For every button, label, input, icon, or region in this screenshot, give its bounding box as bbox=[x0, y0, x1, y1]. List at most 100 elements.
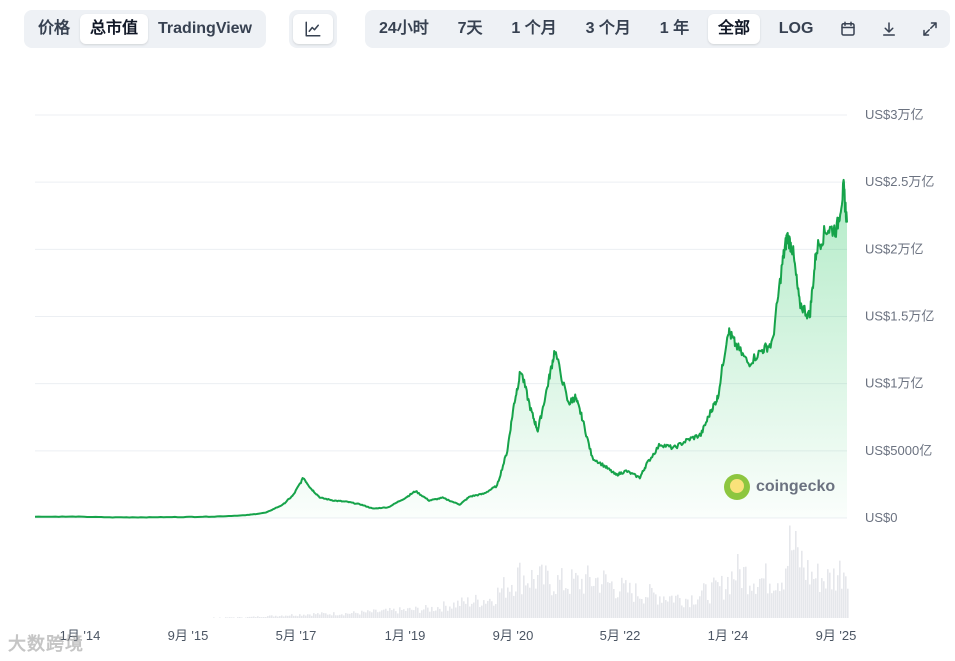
calendar-icon bbox=[841, 21, 856, 36]
volume-bar bbox=[753, 583, 755, 618]
volume-bar bbox=[517, 567, 519, 618]
volume-bar bbox=[699, 596, 701, 618]
volume-bar bbox=[751, 590, 753, 618]
metric-tab-group: 价格 总市值 TradingView bbox=[24, 10, 266, 48]
x-tick-label: 1月 '19 bbox=[385, 628, 426, 643]
volume-bar bbox=[265, 617, 267, 618]
volume-bar bbox=[567, 588, 569, 618]
volume-bar bbox=[405, 610, 407, 618]
volume-bar bbox=[421, 610, 423, 618]
coingecko-logo-icon bbox=[724, 474, 750, 500]
volume-bar bbox=[697, 599, 699, 618]
volume-bar bbox=[271, 615, 273, 618]
line-chart-icon bbox=[305, 21, 321, 37]
volume-bar bbox=[237, 617, 239, 618]
volume-bar bbox=[683, 607, 685, 618]
range-all[interactable]: 全部 bbox=[707, 14, 760, 44]
y-tick-label: US$5000亿 bbox=[865, 443, 932, 458]
volume-bar bbox=[613, 588, 615, 618]
volume-bar bbox=[323, 613, 325, 618]
volume-bar bbox=[611, 581, 613, 618]
watermark: 大数跨境 bbox=[8, 634, 84, 654]
volume-bar bbox=[475, 594, 477, 618]
volume-bar bbox=[353, 611, 355, 618]
volume-bar bbox=[413, 610, 415, 618]
tab-price[interactable]: 价格 bbox=[38, 20, 71, 37]
range-3m[interactable]: 3 个月 bbox=[585, 20, 631, 37]
fullscreen-button[interactable] bbox=[914, 14, 946, 44]
volume-bar bbox=[535, 588, 537, 618]
volume-bar bbox=[259, 616, 261, 618]
volume-bar bbox=[445, 605, 447, 618]
volume-bar bbox=[603, 570, 605, 618]
volume-bar bbox=[769, 583, 771, 618]
volume-bar bbox=[453, 602, 455, 618]
volume-bar bbox=[803, 567, 805, 618]
volume-bar bbox=[811, 571, 813, 618]
volume-bar bbox=[805, 579, 807, 618]
volume-bar bbox=[601, 584, 603, 618]
volume-bar bbox=[559, 579, 561, 618]
y-tick-label: US$0 bbox=[865, 510, 898, 525]
volume-bar bbox=[469, 606, 471, 618]
volume-bar bbox=[441, 611, 443, 618]
volume-bar bbox=[427, 607, 429, 618]
volume-bar bbox=[843, 572, 845, 618]
volume-bar bbox=[501, 588, 503, 618]
volume-bar bbox=[383, 609, 385, 618]
volume-bar bbox=[839, 560, 841, 618]
volume-bar bbox=[829, 572, 831, 618]
volume-bar bbox=[455, 607, 457, 618]
volume-bar bbox=[289, 615, 291, 618]
volume-bar bbox=[575, 572, 577, 618]
volume-bar bbox=[459, 605, 461, 618]
volume-bar bbox=[251, 616, 253, 618]
y-tick-label: US$1万亿 bbox=[865, 376, 924, 391]
volume-bar bbox=[313, 613, 315, 618]
volume-bar bbox=[295, 615, 297, 618]
volume-bar bbox=[813, 579, 815, 618]
volume-bar bbox=[335, 615, 337, 618]
volume-bar bbox=[219, 617, 221, 618]
tab-tradingview[interactable]: TradingView bbox=[158, 20, 252, 37]
volume-bar bbox=[645, 597, 647, 618]
volume-bar bbox=[489, 598, 491, 618]
download-button[interactable] bbox=[873, 14, 905, 44]
volume-bar bbox=[283, 616, 285, 618]
range-7d[interactable]: 7天 bbox=[457, 20, 483, 37]
volume-bar bbox=[729, 594, 731, 618]
volume-bar bbox=[245, 617, 247, 618]
volume-bar bbox=[549, 584, 551, 618]
volume-bar bbox=[837, 575, 839, 618]
volume-bar bbox=[449, 606, 451, 618]
volume-bar bbox=[635, 583, 637, 618]
grid-lines bbox=[35, 114, 847, 519]
volume-bar bbox=[615, 598, 617, 618]
tab-market-cap[interactable]: 总市值 bbox=[80, 14, 149, 44]
volume-bar bbox=[403, 609, 405, 618]
log-toggle[interactable]: LOG bbox=[778, 20, 814, 37]
volume-bar bbox=[737, 554, 739, 618]
range-1y[interactable]: 1 年 bbox=[659, 20, 690, 37]
volume-bar bbox=[533, 579, 535, 618]
volume-bar bbox=[617, 597, 619, 618]
volume-bar bbox=[649, 584, 651, 618]
volume-bar bbox=[675, 595, 677, 618]
volume-bar bbox=[797, 547, 799, 618]
volume-bar bbox=[631, 593, 633, 618]
volume-bar bbox=[807, 560, 809, 618]
volume-bar bbox=[521, 594, 523, 618]
y-tick-label: US$2万亿 bbox=[865, 241, 924, 256]
volume-bar bbox=[355, 612, 357, 618]
range-24h[interactable]: 24小时 bbox=[379, 20, 429, 37]
volume-bar bbox=[671, 595, 673, 618]
volume-bar bbox=[565, 588, 567, 618]
volume-bar bbox=[777, 583, 779, 618]
volume-bar bbox=[347, 613, 349, 618]
range-1m[interactable]: 1 个月 bbox=[511, 20, 557, 37]
volume-bar bbox=[311, 615, 313, 618]
volume-bar bbox=[689, 607, 691, 618]
calendar-button[interactable] bbox=[832, 14, 864, 44]
y-axis-labels: US$0 US$5000亿 US$1万亿 US$1.5万亿 US$2万亿 US$2.5万亿… bbox=[865, 107, 934, 525]
line-chart-button[interactable] bbox=[293, 14, 333, 44]
